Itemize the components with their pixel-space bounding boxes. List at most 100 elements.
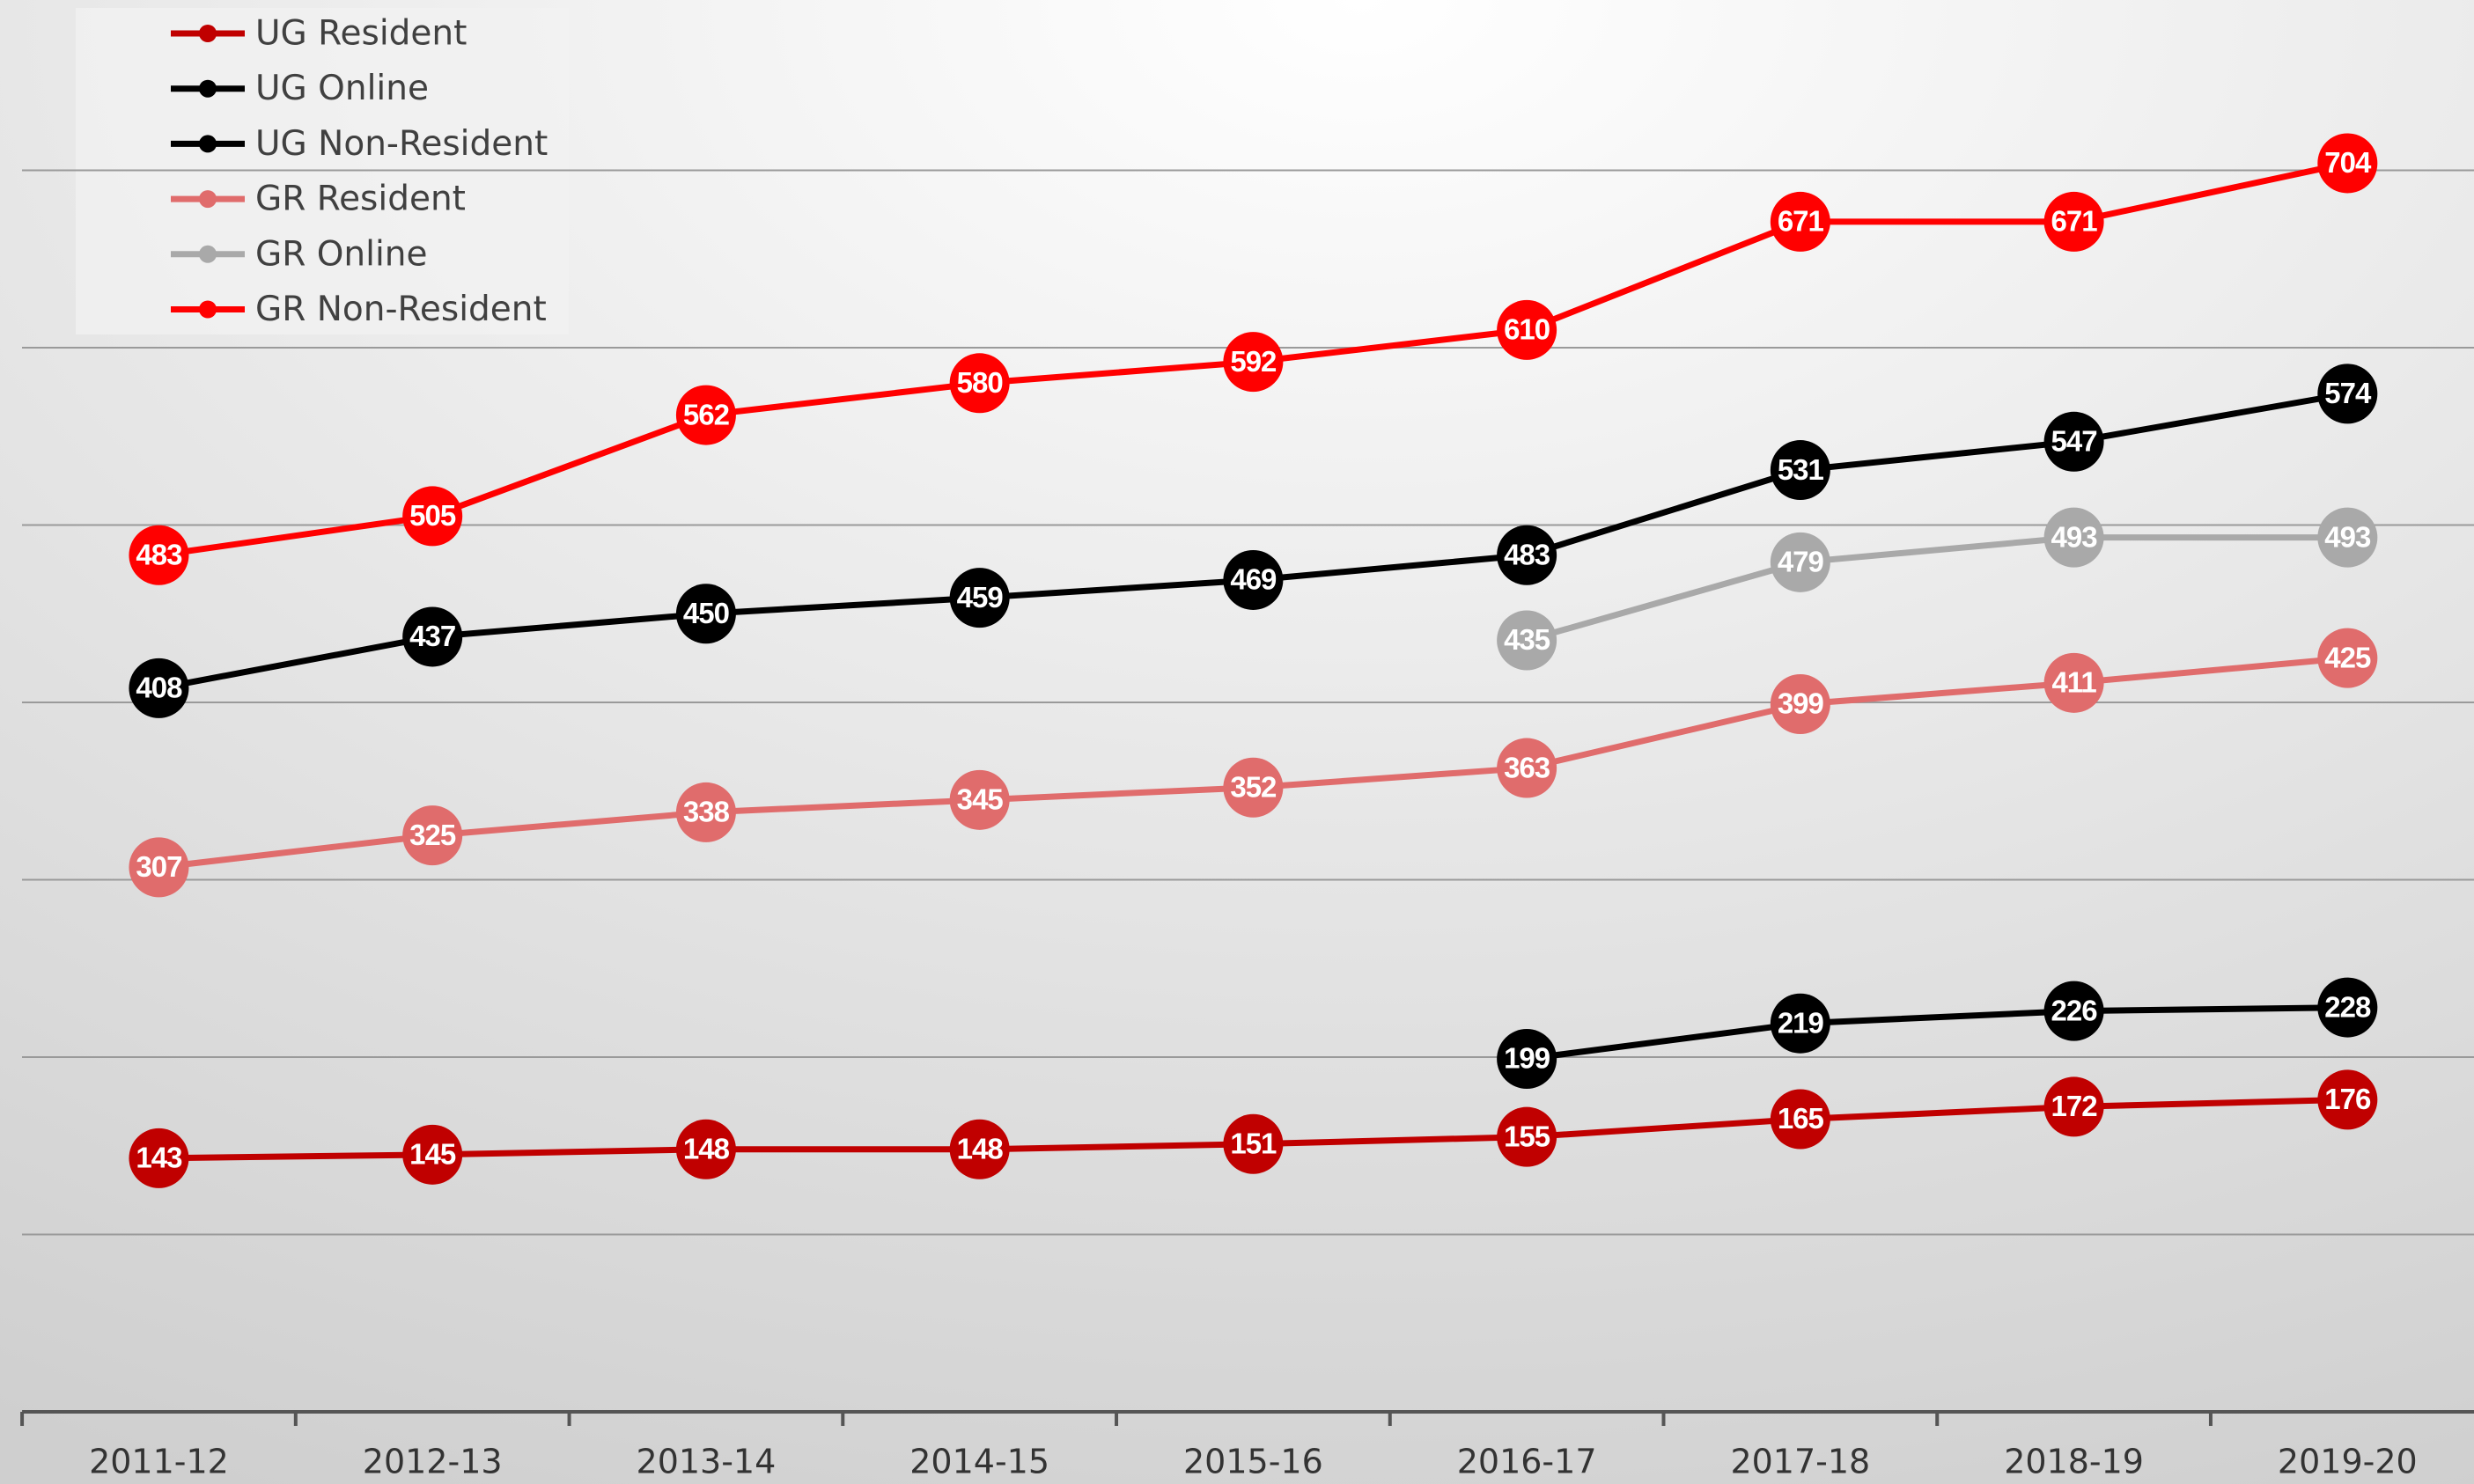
x-tick-label: 2018-19: [2004, 1443, 2144, 1481]
x-tick-label: 2016-17: [1457, 1443, 1597, 1481]
data-point: [1497, 525, 1557, 585]
data-label: 345: [957, 783, 1004, 816]
data-point: [2317, 133, 2378, 194]
data-point: [402, 805, 463, 866]
data-label: 399: [1778, 687, 1824, 720]
x-tick-label: 2012-13: [363, 1443, 503, 1481]
data-point: [675, 385, 736, 445]
legend-label: UG Online: [255, 69, 429, 108]
data-point: [1770, 993, 1830, 1054]
x-tick-label: 2014-15: [909, 1443, 1049, 1481]
data-label: 505: [409, 499, 456, 532]
series-line: [1526, 1004, 2348, 1062]
data-label: 493: [2051, 520, 2098, 553]
data-point: [402, 606, 463, 667]
data-label: 704: [2324, 146, 2372, 179]
data-point: [1497, 1106, 1557, 1167]
data-point: [2317, 628, 2378, 688]
data-label: 151: [1230, 1127, 1277, 1159]
data-label: 338: [683, 796, 730, 828]
data-point: [949, 1119, 1010, 1179]
legend-marker: [199, 245, 217, 263]
data-label: 155: [1504, 1120, 1550, 1152]
data-point: [2317, 364, 2378, 424]
data-point: [949, 769, 1010, 830]
data-label: 228: [2324, 990, 2371, 1023]
data-point: [129, 525, 189, 585]
data-label: 325: [409, 819, 456, 851]
legend-marker: [199, 79, 217, 98]
data-point: [1223, 332, 1284, 393]
data-label: 176: [2324, 1083, 2371, 1115]
data-point: [2043, 411, 2104, 472]
data-point: [2043, 652, 2104, 713]
data-label: 165: [1778, 1102, 1824, 1135]
data-label: 226: [2051, 994, 2098, 1026]
x-tick-label: 2019-20: [2278, 1443, 2418, 1481]
data-point: [1497, 738, 1557, 798]
data-label: 450: [683, 597, 729, 629]
data-point: [1223, 757, 1284, 818]
data-label: 363: [1504, 751, 1550, 783]
data-label: 531: [1778, 453, 1824, 486]
data-point: [2317, 507, 2378, 568]
data-label: 483: [136, 538, 182, 570]
data-point: [949, 353, 1010, 414]
data-point: [129, 1128, 189, 1188]
legend-label: GR Non-Resident: [255, 290, 547, 329]
x-tick-label: 2015-16: [1183, 1443, 1323, 1481]
data-point: [949, 568, 1010, 628]
data-point: [1770, 440, 1830, 501]
data-point: [2043, 191, 2104, 252]
legend-label: UG Resident: [255, 14, 467, 54]
legend-label: UG Non-Resident: [255, 124, 548, 164]
data-label: 562: [683, 398, 730, 430]
data-label: 459: [957, 581, 1004, 613]
data-point: [2043, 981, 2104, 1041]
data-point: [1223, 1113, 1284, 1174]
data-label: 425: [2324, 641, 2371, 673]
data-label: 148: [957, 1132, 1004, 1164]
data-label: 172: [2051, 1090, 2098, 1122]
data-point: [675, 1119, 736, 1179]
data-point: [1770, 191, 1830, 252]
data-label: 493: [2324, 520, 2371, 553]
legend-label: GR Online: [255, 234, 428, 274]
data-point: [1223, 549, 1284, 610]
data-label: 435: [1504, 623, 1550, 656]
data-label: 307: [136, 850, 181, 883]
data-point: [2043, 507, 2104, 568]
data-point: [1770, 1089, 1830, 1150]
data-point: [1770, 532, 1830, 592]
data-point: [675, 584, 736, 644]
x-tick-label: 2017-18: [1730, 1443, 1870, 1481]
data-label: 479: [1778, 546, 1824, 578]
data-label: 469: [1230, 563, 1277, 596]
legend-label: GR Resident: [255, 180, 466, 219]
series-line: [1526, 534, 2348, 643]
data-label: 671: [2051, 205, 2098, 238]
data-label: 148: [683, 1132, 730, 1164]
data-label: 574: [2324, 377, 2372, 409]
data-label: 547: [2051, 425, 2097, 458]
data-point: [2317, 1069, 2378, 1130]
data-label: 352: [1230, 770, 1277, 803]
data-point: [402, 1124, 463, 1185]
legend-marker: [199, 135, 217, 153]
data-point: [1770, 674, 1830, 735]
data-label: 610: [1504, 313, 1550, 346]
data-label: 145: [409, 1138, 456, 1171]
data-label: 199: [1504, 1042, 1550, 1075]
data-label: 411: [2051, 666, 2096, 699]
x-tick-label: 2013-14: [637, 1443, 777, 1481]
data-label: 219: [1778, 1006, 1824, 1039]
data-label: 143: [136, 1142, 182, 1174]
data-label: 592: [1230, 345, 1277, 378]
data-label: 437: [409, 620, 455, 652]
data-label: 483: [1504, 538, 1550, 570]
data-label: 671: [1778, 205, 1824, 238]
data-point: [129, 658, 189, 718]
legend-marker: [199, 190, 217, 209]
